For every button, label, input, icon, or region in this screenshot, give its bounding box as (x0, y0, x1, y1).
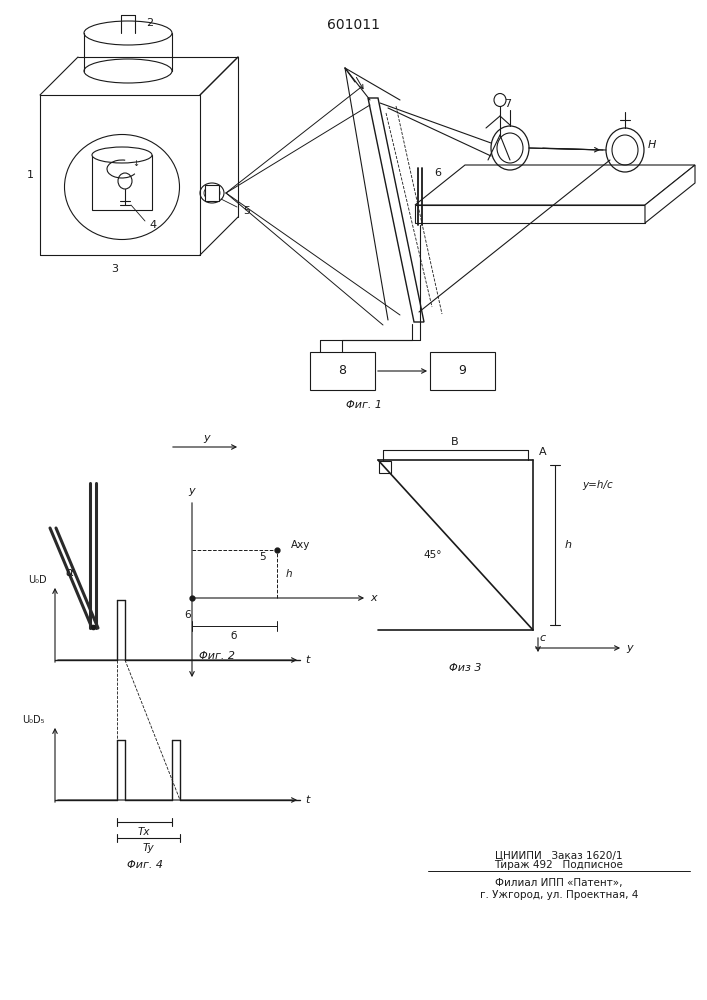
Text: t: t (305, 655, 309, 665)
Ellipse shape (84, 59, 172, 83)
Bar (310, 352, 375, 390)
Text: Φиз 3: Φиз 3 (449, 663, 481, 673)
Ellipse shape (92, 147, 152, 163)
Text: Ty: Ty (142, 843, 154, 853)
Text: Φиг. 1: Φиг. 1 (346, 400, 382, 410)
Text: 7: 7 (504, 99, 512, 109)
Polygon shape (645, 165, 695, 223)
Text: y: y (626, 643, 633, 653)
Polygon shape (415, 165, 695, 205)
Polygon shape (368, 98, 424, 322)
Text: Axy: Axy (291, 540, 310, 550)
Text: A: A (539, 447, 547, 457)
Text: 6: 6 (435, 168, 441, 178)
Text: 45°: 45° (423, 550, 443, 560)
Ellipse shape (200, 183, 224, 203)
Text: U₀D₅: U₀D₅ (22, 715, 44, 725)
Text: α: α (66, 566, 74, 580)
Text: y: y (204, 433, 210, 443)
Text: c: c (540, 633, 546, 643)
Text: y: y (189, 486, 195, 496)
Text: 3: 3 (112, 264, 119, 274)
Text: 601011: 601011 (327, 18, 380, 32)
Text: Филиал ИПП «Патент»,: Филиал ИПП «Патент», (495, 878, 623, 888)
Bar (92, 155, 152, 210)
Text: U₀D: U₀D (28, 575, 47, 585)
Text: h: h (564, 540, 571, 550)
Text: t: t (305, 795, 309, 805)
Text: h: h (286, 569, 292, 579)
Text: 5: 5 (259, 552, 267, 562)
Text: Φиг. 4: Φиг. 4 (127, 860, 163, 870)
Text: x: x (370, 593, 378, 603)
Text: ЦНИИПИ   Заказ 1620/1: ЦНИИПИ Заказ 1620/1 (495, 850, 623, 860)
Text: б: б (230, 631, 237, 641)
Text: 2: 2 (146, 18, 153, 28)
Text: B: B (451, 437, 459, 447)
Text: г. Ужгород, ул. Проектная, 4: г. Ужгород, ул. Проектная, 4 (480, 890, 638, 900)
Text: H: H (648, 140, 656, 150)
Ellipse shape (84, 21, 172, 45)
Text: y=h/c: y=h/c (583, 480, 614, 490)
Bar (430, 352, 495, 390)
Text: 1: 1 (26, 170, 33, 180)
Text: 5: 5 (243, 206, 250, 216)
Bar (205, 185, 219, 201)
Text: 6: 6 (185, 610, 192, 620)
Text: 8: 8 (338, 364, 346, 377)
Text: 4: 4 (149, 220, 156, 230)
Text: 9: 9 (458, 364, 466, 377)
Text: ↓: ↓ (132, 159, 139, 168)
Text: Φиг. 2: Φиг. 2 (199, 651, 235, 661)
Bar (379, 461, 391, 473)
Text: Tx: Tx (138, 827, 151, 837)
Text: Тираж 492   Подписное: Тираж 492 Подписное (495, 860, 624, 870)
Polygon shape (415, 205, 645, 223)
